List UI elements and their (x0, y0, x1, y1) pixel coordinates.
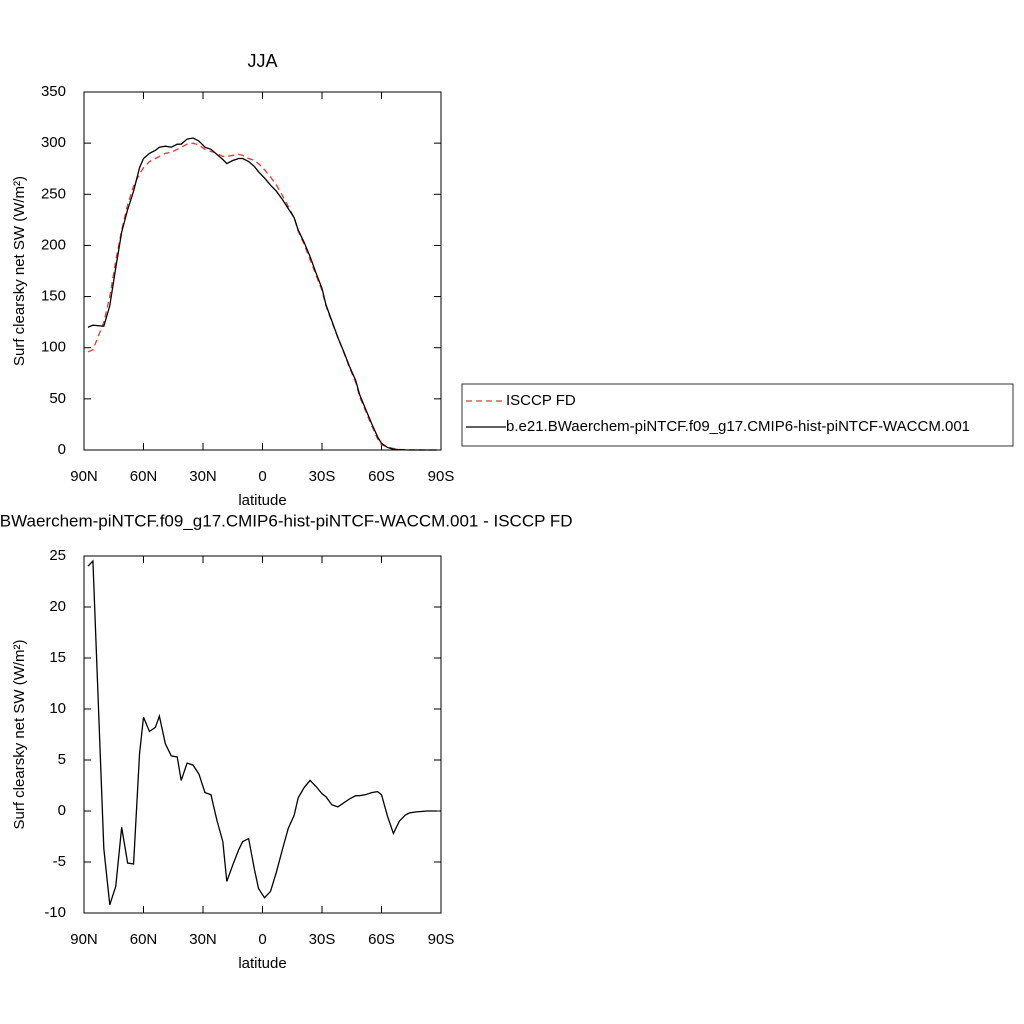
x-axis-title: latitude (238, 492, 286, 509)
plot-frame (83, 555, 442, 914)
x-tick-label: 30N (189, 468, 217, 485)
y-tick-label: 250 (41, 185, 66, 202)
y-tick-label: 10 (49, 700, 66, 717)
x-tick-label: 0 (258, 931, 266, 948)
y-tick-label: -10 (44, 904, 66, 921)
x-tick-label: 60S (368, 468, 395, 485)
y-axis-title: Surf clearsky net SW (W/m²) (11, 176, 28, 366)
y-axis-title: Surf clearsky net SW (W/m²) (11, 639, 28, 829)
y-tick-label: 100 (41, 339, 66, 356)
legend-label: ISCCP FD (506, 392, 576, 409)
x-tick-label: 90S (428, 931, 455, 948)
y-tick-label: 5 (58, 751, 66, 768)
data-line (87, 142, 438, 451)
y-tick-label: 350 (41, 83, 66, 100)
x-tick-label: 30N (189, 931, 217, 948)
y-tick-label: 50 (49, 390, 66, 407)
data-line (87, 137, 438, 451)
y-tick-label: 300 (41, 134, 66, 151)
y-tick-label: 0 (58, 802, 66, 819)
x-tick-label: 60N (130, 931, 158, 948)
legend-label: b.e21.BWaerchem-piNTCF.f09_g17.CMIP6-his… (506, 418, 970, 435)
x-tick-label: 90S (428, 468, 455, 485)
chart-title: b.e21.BWaerchem-piNTCF.f09_g17.CMIP6-his… (0, 511, 573, 530)
x-tick-label: 90N (70, 931, 98, 948)
plot-frame (83, 91, 442, 451)
y-tick-label: 0 (58, 441, 66, 458)
x-tick-label: 90N (70, 468, 98, 485)
y-tick-label: 200 (41, 236, 66, 253)
x-tick-label: 60N (130, 468, 158, 485)
x-tick-label: 30S (309, 931, 336, 948)
chart-title: JJA (247, 51, 277, 71)
legend-box (461, 383, 1014, 447)
x-tick-label: 0 (258, 468, 266, 485)
y-tick-label: 20 (49, 598, 66, 615)
x-axis-title: latitude (238, 955, 286, 972)
y-tick-label: -5 (53, 853, 66, 870)
data-line (87, 559, 438, 906)
y-tick-label: 15 (49, 649, 66, 666)
x-tick-label: 60S (368, 931, 395, 948)
x-tick-label: 30S (309, 468, 336, 485)
y-tick-label: 25 (49, 547, 66, 564)
y-tick-label: 150 (41, 288, 66, 305)
